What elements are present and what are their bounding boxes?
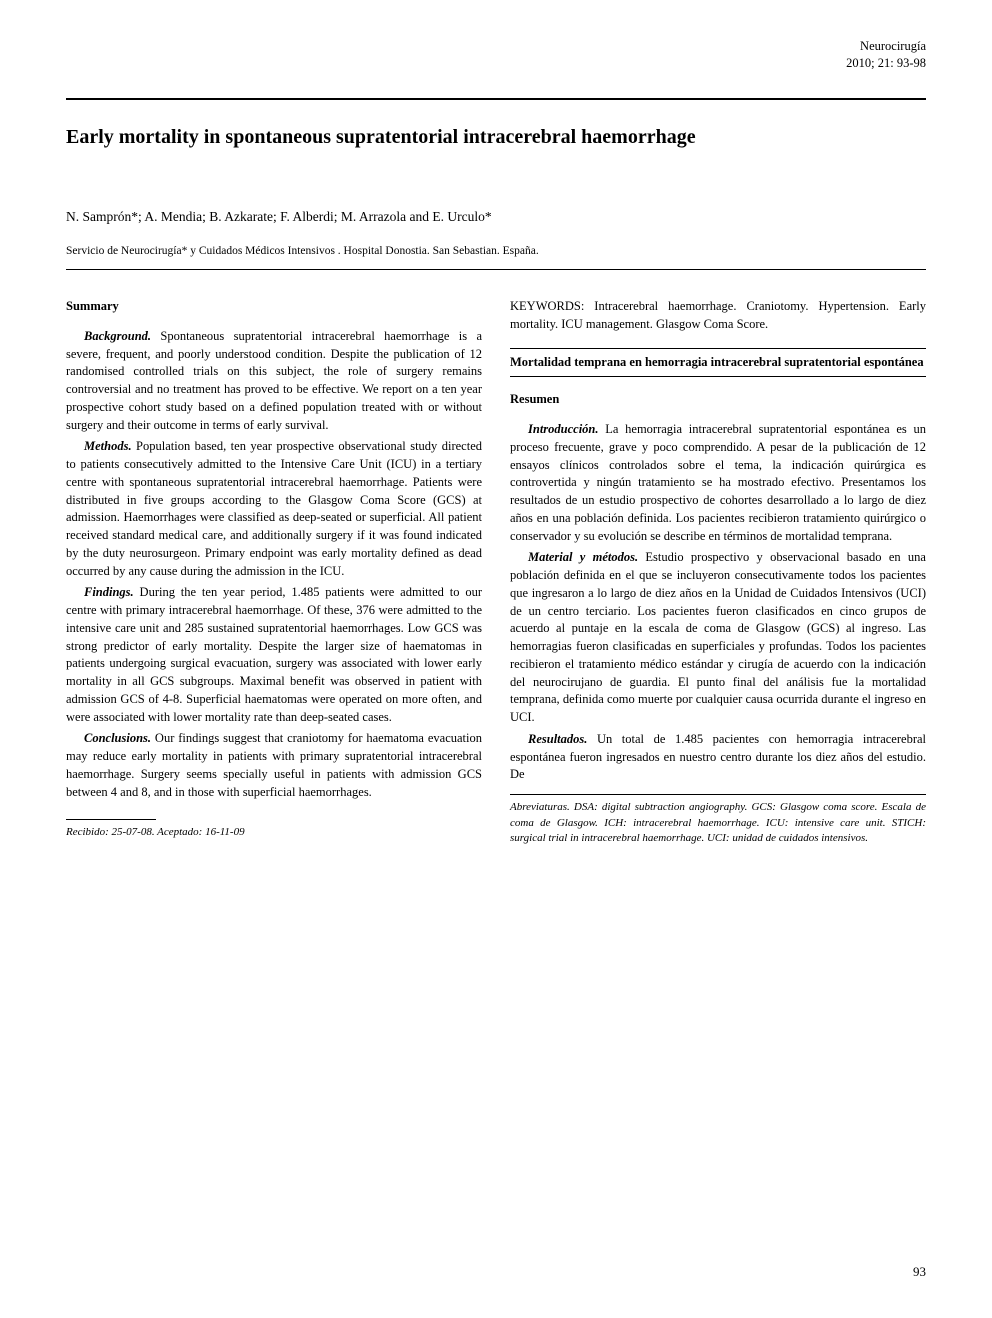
- keywords-block: KEYWORDS: Intracerebral haemorrhage. Cra…: [510, 298, 926, 334]
- resultados-runhead: Resultados.: [528, 732, 587, 746]
- summary-background: Background. Spontaneous supratentorial i…: [66, 328, 482, 435]
- mid-rule: [66, 269, 926, 270]
- abbreviations-block: Abreviaturas. DSA: digital subtraction a…: [510, 794, 926, 847]
- resumen-material: Material y métodos. Estudio prospectivo …: [510, 549, 926, 727]
- summary-heading: Summary: [66, 298, 482, 316]
- left-column: Summary Background. Spontaneous supraten…: [66, 298, 482, 847]
- findings-runhead: Findings.: [84, 585, 134, 599]
- introduccion-text: La hemorragia intracerebral supratentori…: [510, 422, 926, 543]
- conclusions-runhead: Conclusions.: [84, 731, 151, 745]
- resumen-heading: Resumen: [510, 391, 926, 409]
- resumen-introduccion: Introducción. La hemorragia intracerebra…: [510, 421, 926, 545]
- findings-text: During the ten year period, 1.485 patien…: [66, 585, 482, 723]
- authors-line: N. Samprón*; A. Mendia; B. Azkarate; F. …: [66, 209, 926, 225]
- footnote-rule-left: [66, 819, 156, 820]
- resumen-resultados: Resultados. Un total de 1.485 pacientes …: [510, 731, 926, 784]
- material-text: Estudio prospectivo y observacional basa…: [510, 550, 926, 724]
- introduccion-runhead: Introducción.: [528, 422, 599, 436]
- page-number: 93: [913, 1264, 926, 1280]
- background-text: Spontaneous supratentorial intracerebral…: [66, 329, 482, 432]
- summary-conclusions: Conclusions. Our findings suggest that c…: [66, 730, 482, 801]
- spanish-subtitle: Mortalidad temprana en hemorragia intrac…: [510, 348, 926, 378]
- journal-header: Neurocirugía 2010; 21: 93-98: [846, 38, 926, 72]
- background-runhead: Background.: [84, 329, 151, 343]
- article-title: Early mortality in spontaneous supratent…: [66, 126, 926, 149]
- received-accepted: Recibido: 25-07-08. Aceptado: 16-11-09: [66, 825, 482, 841]
- summary-findings: Findings. During the ten year period, 1.…: [66, 584, 482, 726]
- journal-name: Neurocirugía: [846, 38, 926, 55]
- material-runhead: Material y métodos.: [528, 550, 638, 564]
- methods-runhead: Methods.: [84, 439, 132, 453]
- right-column: KEYWORDS: Intracerebral haemorrhage. Cra…: [510, 298, 926, 847]
- top-rule: [66, 98, 926, 100]
- affiliation-line: Servicio de Neurocirugía* y Cuidados Méd…: [66, 245, 926, 257]
- summary-methods: Methods. Population based, ten year pros…: [66, 438, 482, 580]
- two-column-body: Summary Background. Spontaneous supraten…: [66, 298, 926, 847]
- methods-text: Population based, ten year prospective o…: [66, 439, 482, 577]
- journal-citation: 2010; 21: 93-98: [846, 55, 926, 72]
